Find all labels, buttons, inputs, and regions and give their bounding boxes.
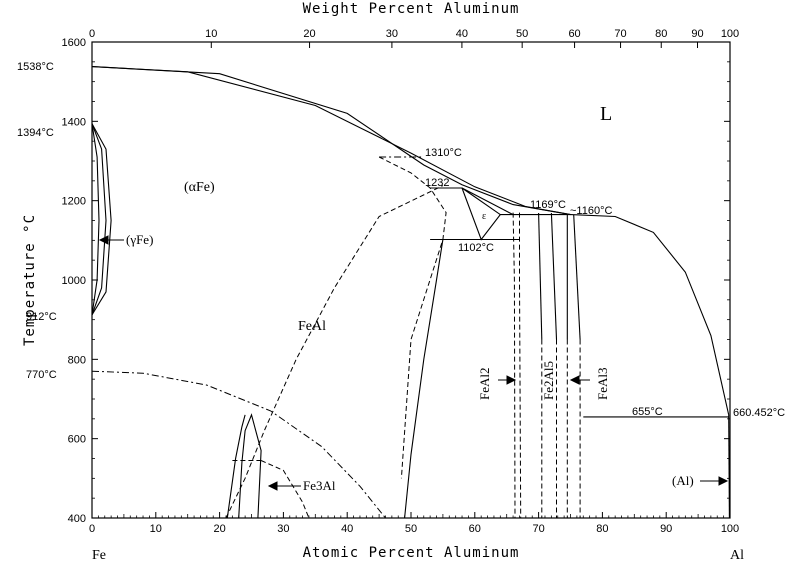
phase-alpha-fe: (αFe) — [184, 180, 215, 195]
x-tick-label: 70 — [532, 523, 544, 535]
top-axis-title: Weight Percent Aluminum — [303, 1, 520, 17]
phase-boundary-2 — [570, 214, 730, 416]
x-tick-label: 90 — [660, 523, 672, 535]
top-tick-label: 70 — [614, 28, 626, 40]
phase-boundary-14 — [461, 187, 514, 216]
label-1102: 1102°C — [458, 242, 494, 254]
phase-boundary-8 — [225, 185, 444, 519]
x-tick-label: 20 — [213, 523, 225, 535]
phase-boundary-27 — [728, 414, 730, 519]
top-tick-label: 0 — [89, 28, 95, 40]
x-tick-label: 10 — [150, 523, 162, 535]
arrowhead-fe3al — [267, 481, 278, 491]
x-tick-label: 0 — [89, 523, 95, 535]
phase-boundary-16 — [512, 212, 516, 519]
label-1394: 1394°C — [17, 127, 54, 139]
phase-boundaries — [91, 66, 730, 519]
x-tick-label: 40 — [341, 523, 353, 535]
top-tick-label: 80 — [655, 28, 667, 40]
phase-fe3al: Fe3Al — [303, 478, 336, 493]
phase-gamma-fe: (γFe) — [126, 232, 153, 247]
phase-boundary-6 — [91, 370, 386, 519]
y-tick-label: 1600 — [62, 37, 86, 49]
phase-boundary-24 — [573, 214, 581, 340]
phase-boundary-13 — [461, 187, 502, 241]
label-1160: ~1160°C — [570, 205, 612, 217]
y-tick-label: 1400 — [62, 116, 86, 128]
top-tick-label: 100 — [721, 28, 739, 40]
phase-boundary-20 — [550, 212, 558, 340]
phase-liquid: L — [600, 103, 612, 125]
phase-boundary-1 — [91, 66, 571, 216]
y-tick-label: 400 — [68, 513, 86, 525]
y-tick-label: 1200 — [62, 196, 86, 208]
label-912: 912°C — [26, 311, 57, 323]
top-tick-label: 40 — [456, 28, 468, 40]
pointer-arrows — [98, 235, 729, 491]
phase-boundary-18 — [538, 212, 543, 340]
label-655: 655°C — [632, 406, 663, 418]
x-right-end-label: Al — [730, 548, 744, 563]
top-tick-label: 50 — [516, 28, 528, 40]
top-tick-label: 20 — [303, 28, 315, 40]
y-axis-title: Temperature °C — [22, 214, 38, 346]
label-1169: 1169°C — [530, 199, 566, 211]
phase-boundary-10 — [404, 239, 444, 519]
phase-boundary-4 — [91, 123, 100, 315]
phase-boundary-0 — [91, 66, 571, 216]
phase-boundary-9 — [378, 156, 447, 479]
top-tick-label: 10 — [205, 28, 217, 40]
x-tick-label: 30 — [277, 523, 289, 535]
arrowhead-feal2 — [506, 375, 517, 385]
phase-feal2: FeAl2 — [477, 368, 492, 401]
x-tick-label: 60 — [469, 523, 481, 535]
x-left-end-label: Fe — [92, 548, 106, 563]
label-1232: 1232 — [425, 177, 449, 189]
top-tick-label: 90 — [691, 28, 703, 40]
label-770: 770°C — [26, 369, 57, 381]
top-tick-label: 60 — [568, 28, 580, 40]
phase-boundary-17 — [519, 212, 522, 519]
phase-boundary-28 — [238, 413, 262, 519]
axis-ticks: 0 10 20 30 40 50 60 70 80 90 1000 10 20 30 40 50 60 70 80 9… — [62, 28, 740, 535]
label-660: 660.452°C — [733, 407, 785, 419]
label-1538: 1538°C — [17, 61, 54, 73]
y-tick-label: 1000 — [62, 275, 86, 287]
y-tick-label: 800 — [68, 354, 86, 366]
phase-boundary-3 — [91, 123, 107, 316]
y-tick-label: 600 — [68, 434, 86, 446]
phase-boundary-5 — [91, 123, 112, 316]
x-axis-title: Atomic Percent Aluminum — [303, 545, 520, 561]
arrowhead-gamma-fe — [98, 235, 109, 245]
phase-feal: FeAl — [298, 319, 326, 334]
plot-frame — [91, 41, 731, 519]
phase-boundary-31 — [260, 460, 310, 519]
phase-boundary-29 — [226, 414, 246, 519]
phase-al: (Al) — [672, 473, 694, 488]
phase-feal3: FeAl3 — [595, 368, 610, 401]
x-tick-label: 80 — [596, 523, 608, 535]
x-tick-label: 50 — [405, 523, 417, 535]
x-tick-label: 100 — [721, 523, 739, 535]
phase-epsilon: ε — [482, 211, 486, 222]
arrowhead-feal3 — [569, 375, 580, 385]
label-1310: 1310°C — [425, 147, 462, 159]
phase-fe2al5: Fe2Al5 — [541, 361, 556, 400]
top-tick-label: 30 — [386, 28, 398, 40]
arrowhead-al — [718, 476, 729, 486]
